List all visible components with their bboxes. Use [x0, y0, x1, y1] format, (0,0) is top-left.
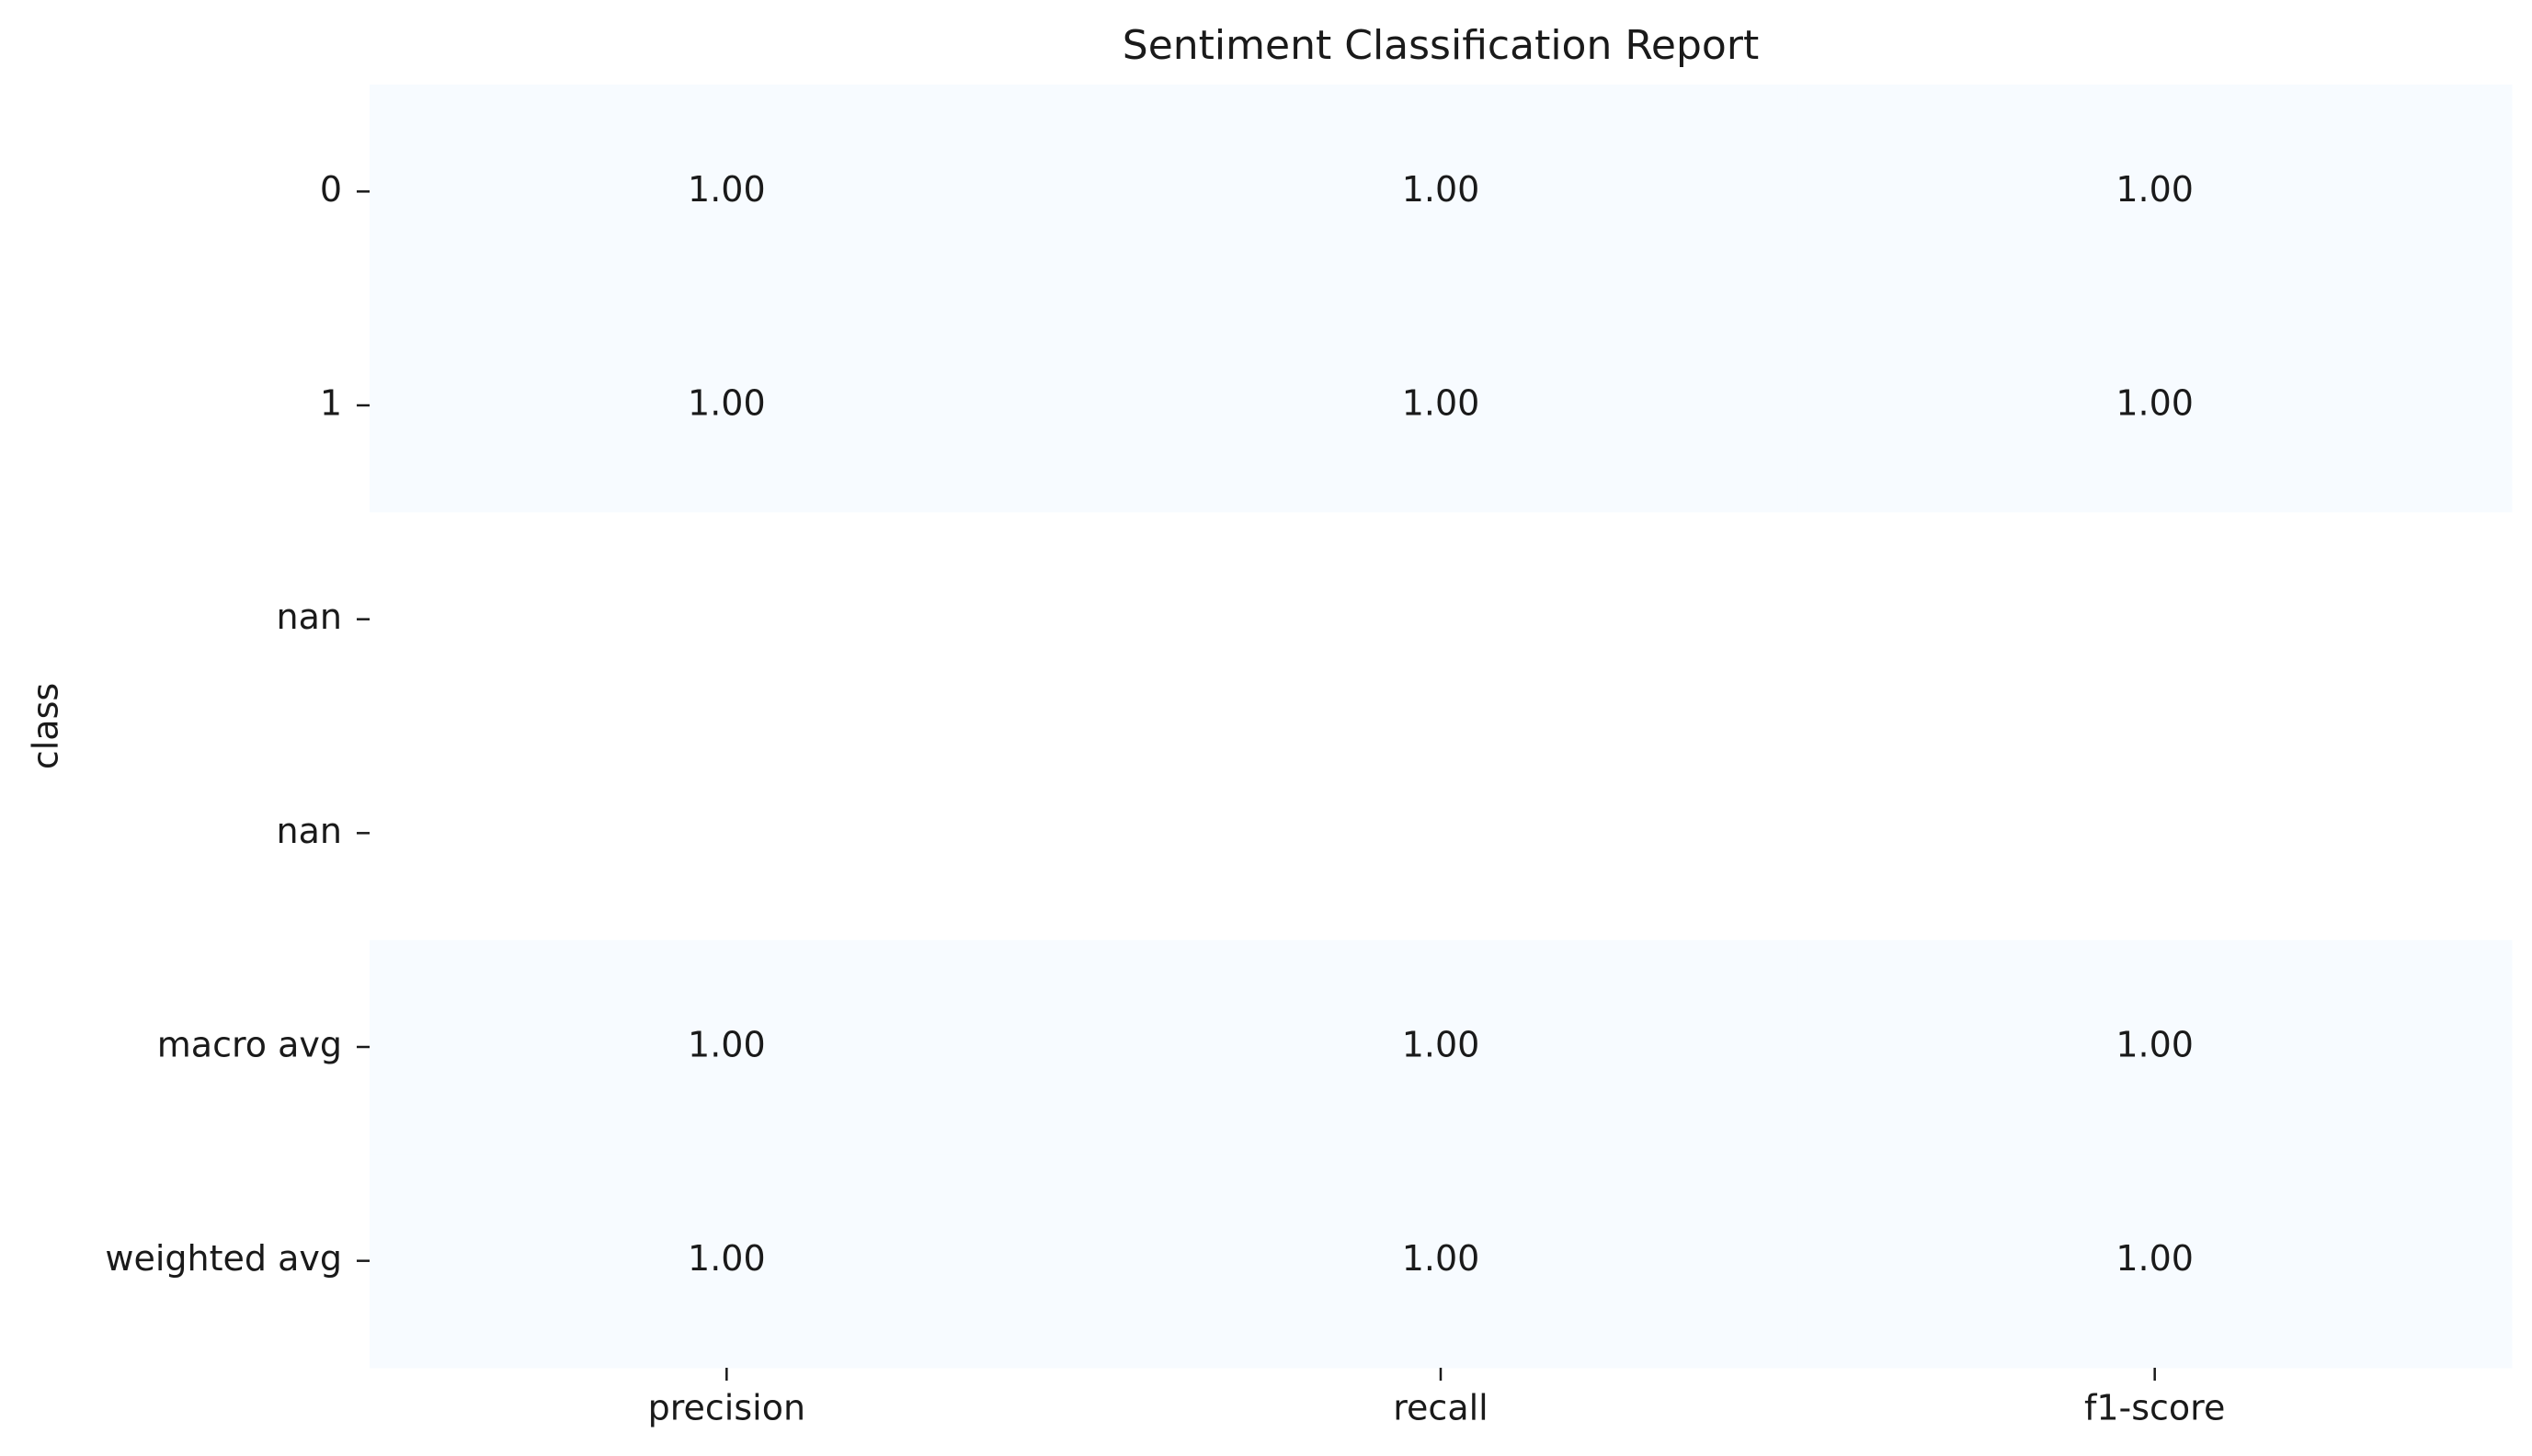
y-tick-label: macro avg	[157, 1025, 342, 1065]
cell-value-label: 1.00	[1402, 169, 1480, 210]
heatmap-cell	[1797, 85, 2513, 300]
heatmap-cell	[1083, 726, 1798, 941]
cell-value-label: 1.00	[688, 169, 766, 210]
heatmap-cell	[1083, 1154, 1798, 1369]
heatmap-cell	[1083, 939, 1798, 1155]
y-tick-label: 0	[320, 169, 342, 210]
x-tick-label: precision	[648, 1388, 805, 1428]
cell-value-label: 1.00	[1402, 1238, 1480, 1279]
y-axis-ticks: 0 1 nan nan macro avg weighted avg	[105, 169, 370, 1279]
cell-value-label: 1.00	[2116, 1025, 2194, 1065]
cell-value-label: 1.00	[688, 383, 766, 424]
heatmap-cell	[1797, 939, 2513, 1155]
cell-value-label: 1.00	[688, 1238, 766, 1279]
heatmap-cell	[1083, 298, 1798, 513]
heatmap-cell-labels: 1.00 1.00 1.00 1.00 1.00 1.00 1.00 1.00 1.00 1.00…	[688, 169, 2194, 1279]
heatmap-cell	[370, 939, 1085, 1155]
cell-value-label: 1.00	[2116, 169, 2194, 210]
cell-value-label: 1.00	[1402, 383, 1480, 424]
heatmap-cell	[370, 512, 1085, 727]
cell-value-label: 1.00	[1402, 1025, 1480, 1065]
cell-value-label: 1.00	[2116, 1238, 2194, 1279]
heatmap-cell	[1797, 512, 2513, 727]
heatmap-cell	[370, 85, 1085, 300]
heatmap-cell	[370, 298, 1085, 513]
heatmap-cell	[1797, 726, 2513, 941]
y-tick-label: nan	[277, 597, 342, 637]
cell-value-label: 1.00	[688, 1025, 766, 1065]
heatmap-cell	[1797, 1154, 2513, 1369]
heatmap-cell	[1083, 512, 1798, 727]
y-tick-label: weighted avg	[105, 1238, 342, 1279]
chart-title: Sentiment Classification Report	[1123, 22, 1759, 69]
heatmap-cell	[370, 1154, 1085, 1369]
cell-value-label: 1.00	[2116, 383, 2194, 424]
heatmap-cell	[1083, 85, 1798, 300]
heatmap-cell	[370, 726, 1085, 941]
heatmap-cells	[370, 85, 2513, 1369]
y-axis-label: class	[26, 683, 66, 769]
y-tick-label: 1	[320, 383, 342, 424]
heatmap-cell	[1797, 298, 2513, 513]
x-tick-label: f1-score	[2084, 1388, 2225, 1428]
x-tick-label: recall	[1393, 1388, 1488, 1428]
y-tick-label: nan	[277, 811, 342, 851]
x-axis-ticks: precision recall f1-score	[648, 1368, 2225, 1428]
